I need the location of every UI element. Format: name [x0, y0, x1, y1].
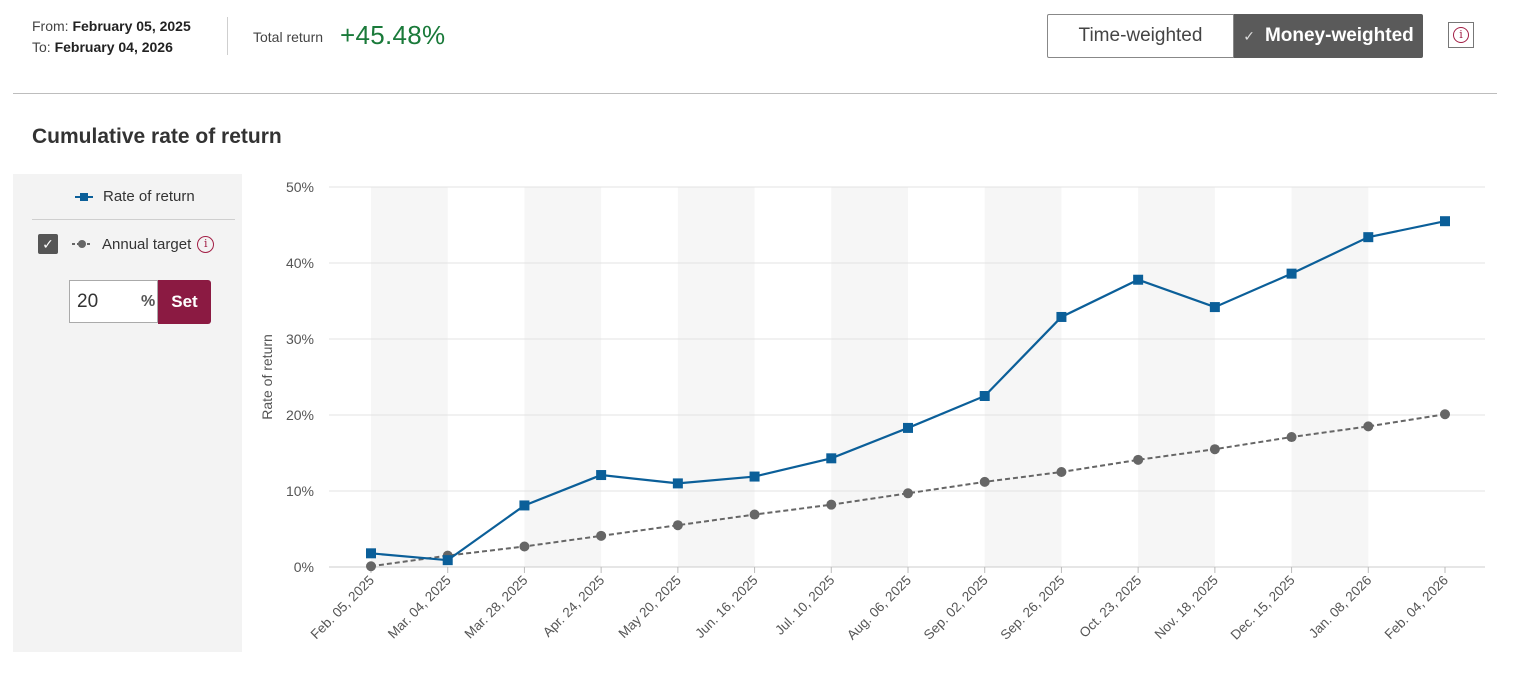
annual-target-line	[370, 413, 1446, 568]
annual-target-point	[1286, 432, 1297, 443]
rate-of-return-point	[519, 500, 530, 511]
check-icon: ✓	[1243, 27, 1255, 44]
y-tick-label: 0%	[294, 559, 314, 575]
x-tick-label: Apr. 24, 2025	[540, 573, 607, 640]
rate-of-return-point	[1286, 268, 1297, 279]
legend-target-label: Annual target	[102, 235, 192, 253]
from-date: February 05, 2025	[72, 18, 191, 34]
x-tick-label: Dec. 15, 2025	[1228, 573, 1298, 643]
x-tick-label: Oct. 23, 2025	[1076, 573, 1144, 641]
x-tick-label: Aug. 06, 2025	[844, 573, 914, 643]
annual-target-input[interactable]	[75, 289, 131, 314]
x-tick-label: Jun. 16, 2025	[692, 573, 760, 641]
legend-divider	[32, 219, 235, 220]
y-tick-label: 40%	[286, 255, 314, 271]
header-divider	[227, 17, 228, 55]
time-weighted-label: Time-weighted	[1078, 25, 1203, 46]
chart-band	[984, 187, 1062, 567]
annual-target-point	[749, 509, 760, 520]
annual-target-point	[519, 541, 530, 552]
rate-of-return-point	[366, 548, 376, 559]
rate-of-return-point	[1133, 274, 1144, 285]
x-tick-label: Jan. 08, 2026	[1306, 573, 1374, 641]
time-weighted-button[interactable]: Time-weighted	[1047, 14, 1234, 58]
chart-band	[371, 187, 448, 567]
from-label: From:	[32, 18, 69, 34]
x-tick-label: Nov. 18, 2025	[1152, 573, 1221, 642]
annual-target-point	[979, 476, 990, 487]
info-button[interactable]: i	[1448, 22, 1474, 48]
annual-target-point	[1209, 444, 1220, 455]
rate-of-return-point	[1056, 311, 1067, 322]
money-weighted-button[interactable]: ✓ Money-weighted	[1234, 14, 1423, 58]
set-target-button[interactable]: Set	[158, 280, 211, 324]
rate-of-return-point	[672, 478, 683, 489]
date-range: From: February 05, 2025 To: February 04,…	[32, 16, 191, 58]
y-tick-label: 10%	[286, 483, 314, 499]
annual-target-point	[596, 530, 607, 541]
chart-band	[831, 187, 908, 567]
rate-of-return-point	[1209, 302, 1220, 313]
annual-target-point	[1363, 421, 1374, 432]
annual-target-point	[1440, 409, 1450, 420]
x-tick-label: Sep. 02, 2025	[921, 573, 991, 643]
y-tick-label: 50%	[286, 179, 314, 195]
chart-band	[677, 187, 755, 567]
info-icon: i	[1453, 27, 1469, 43]
chart-band	[524, 187, 602, 567]
to-label: To:	[32, 39, 51, 55]
y-axis-label: Rate of return	[259, 334, 275, 420]
x-tick-label: Feb. 04, 2026	[1382, 573, 1452, 643]
chart-band	[1138, 187, 1215, 567]
y-tick-label: 20%	[286, 407, 314, 423]
cumulative-return-chart: 0% 10% 20% 30% 40% 50% Rate of return Feb. 05, …	[259, 179, 1485, 643]
total-return-label: Total return	[253, 29, 324, 45]
y-tick-label: 30%	[286, 331, 314, 347]
section-title: Cumulative rate of return	[32, 125, 282, 148]
rate-of-return-point	[979, 391, 990, 401]
annual-target-point	[903, 488, 913, 499]
rate-of-return-point	[903, 422, 913, 433]
total-return-value: +45.48%	[340, 20, 446, 50]
annual-target-point	[826, 499, 837, 510]
header: From: February 05, 2025 To: February 04,…	[0, 0, 1516, 94]
legend-rate-of-return: Rate of return	[75, 188, 195, 205]
target-series-marker-icon	[72, 240, 92, 248]
return-type-toggle: Time-weighted ✓ Money-weighted	[1047, 14, 1423, 58]
header-divider-line	[13, 93, 1497, 94]
percent-symbol: %	[141, 292, 156, 310]
x-tick-label: Jul. 10, 2025	[772, 573, 837, 638]
rate-of-return-point	[1440, 216, 1450, 227]
money-weighted-label: Money-weighted	[1264, 25, 1414, 46]
to-date: February 04, 2026	[54, 39, 173, 55]
x-tick-label: Sep. 26, 2025	[997, 573, 1067, 643]
legend-annual-target: ✓ Annual target i	[38, 234, 215, 254]
chart-band	[1291, 187, 1369, 567]
rate-of-return-point	[749, 471, 760, 482]
annual-target-point	[672, 520, 683, 531]
x-tick-label: Feb. 05, 2025	[308, 573, 378, 643]
rate-of-return-point	[442, 555, 453, 566]
annual-target-point	[1056, 467, 1067, 477]
annual-target-checkbox[interactable]: ✓	[38, 234, 58, 254]
legend-rate-label: Rate of return	[103, 188, 195, 205]
x-tick-label: Mar. 28, 2025	[462, 573, 531, 642]
legend-panel: Rate of return ✓ Annual target i % Set	[13, 174, 242, 652]
target-input-wrapper: %	[69, 280, 158, 323]
rate-of-return-point	[596, 470, 607, 481]
x-tick-label: Mar. 04, 2025	[385, 573, 454, 642]
annual-target-point	[1133, 454, 1144, 465]
x-tick-label: May 20, 2025	[616, 573, 684, 641]
rate-of-return-point	[1363, 232, 1374, 243]
rate-of-return-point	[826, 453, 837, 464]
rate-series-marker-icon	[75, 192, 93, 201]
annual-target-info-icon[interactable]: i	[197, 235, 215, 253]
annual-target-point	[366, 561, 376, 572]
